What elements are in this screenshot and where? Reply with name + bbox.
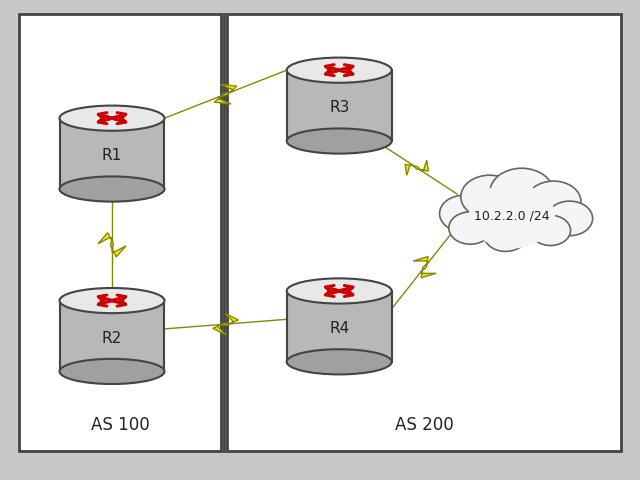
Polygon shape — [287, 291, 392, 362]
Ellipse shape — [60, 288, 164, 313]
Polygon shape — [60, 118, 164, 189]
Circle shape — [440, 195, 488, 232]
FancyBboxPatch shape — [227, 14, 621, 451]
Text: R2: R2 — [102, 331, 122, 346]
Ellipse shape — [60, 359, 164, 384]
Circle shape — [484, 219, 527, 252]
Polygon shape — [213, 313, 238, 335]
Ellipse shape — [60, 177, 164, 202]
Circle shape — [526, 181, 581, 222]
Text: AS 100: AS 100 — [91, 416, 149, 434]
Polygon shape — [287, 70, 392, 141]
Text: AS 200: AS 200 — [395, 416, 453, 434]
Circle shape — [531, 215, 571, 245]
Ellipse shape — [287, 129, 392, 154]
Polygon shape — [413, 256, 436, 278]
Polygon shape — [405, 160, 428, 175]
Polygon shape — [214, 84, 237, 104]
Circle shape — [449, 212, 492, 244]
Ellipse shape — [287, 58, 392, 83]
Ellipse shape — [287, 349, 392, 374]
Circle shape — [468, 184, 556, 249]
Circle shape — [461, 175, 518, 218]
Text: R3: R3 — [329, 100, 349, 116]
Ellipse shape — [60, 106, 164, 131]
Ellipse shape — [287, 278, 392, 303]
FancyBboxPatch shape — [19, 14, 221, 451]
Text: R4: R4 — [329, 321, 349, 336]
Text: R1: R1 — [102, 148, 122, 164]
Polygon shape — [60, 300, 164, 372]
Circle shape — [490, 168, 553, 216]
Text: 10.2.2.0 /24: 10.2.2.0 /24 — [474, 209, 550, 223]
Polygon shape — [98, 233, 126, 257]
Circle shape — [547, 201, 593, 236]
